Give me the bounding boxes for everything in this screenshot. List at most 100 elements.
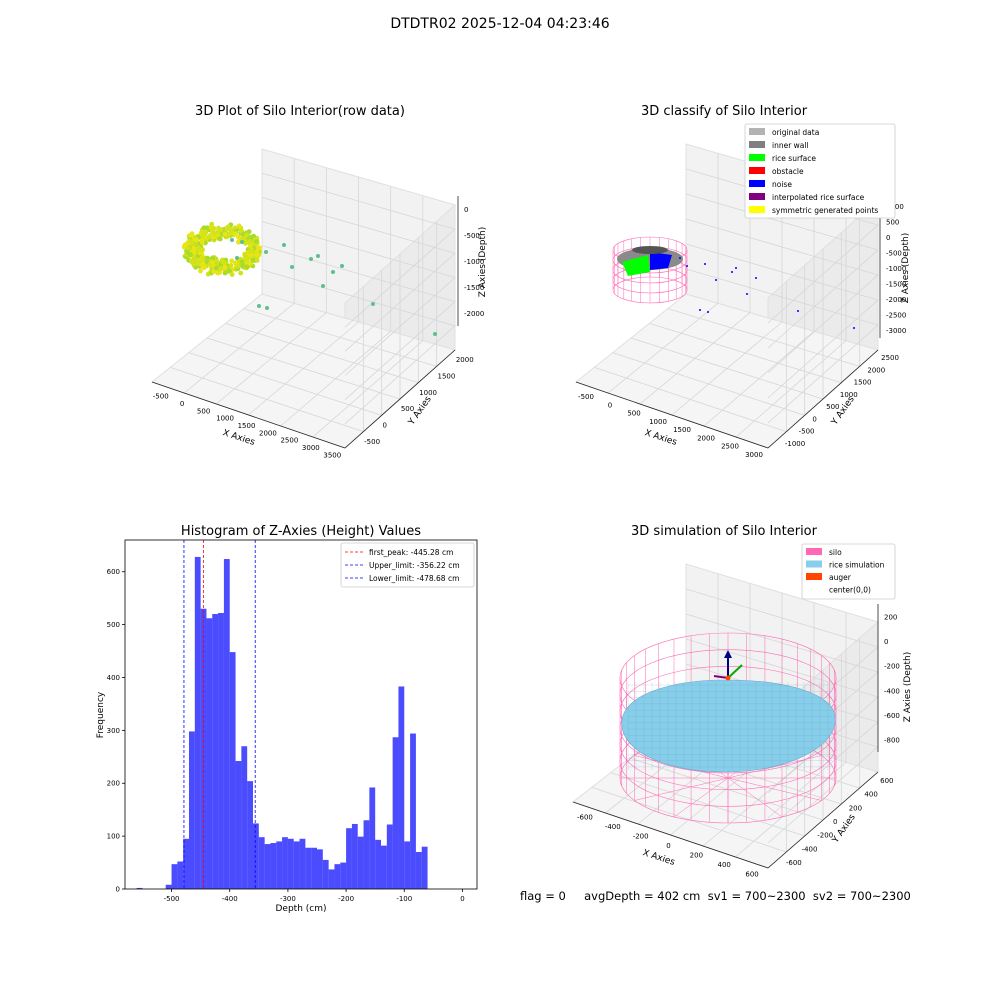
raw-x-tick: 2000 xyxy=(259,429,277,437)
raw-scatter-point xyxy=(371,302,375,306)
histogram-legend-label: Lower_limit: -478.68 cm xyxy=(369,574,459,583)
raw-grid xyxy=(261,196,456,352)
classify-z-tick: -2000 xyxy=(886,296,906,304)
classify-x-tick: 0 xyxy=(608,401,612,409)
classify-legend-swatch xyxy=(749,193,765,200)
raw-surface-point xyxy=(187,252,193,257)
histogram-y-tick-label: 500 xyxy=(107,621,120,629)
raw-z-tick: 0 xyxy=(464,206,468,214)
histogram-bar xyxy=(229,652,236,889)
raw-surface-point xyxy=(204,259,210,265)
simulation-legend-swatch xyxy=(806,548,822,555)
raw-plot-title: 3D Plot of Silo Interior(row data) xyxy=(195,104,405,119)
simulation-auger-center xyxy=(725,675,731,681)
simulation-y-tick: -600 xyxy=(786,859,802,867)
raw-surface-point xyxy=(213,265,219,271)
simulation-z-axis-label: Z Axies (Depth) xyxy=(903,652,913,723)
simulation-y-tick: 200 xyxy=(849,804,862,812)
histogram-bar xyxy=(346,828,352,889)
simulation-x-tick: 400 xyxy=(718,861,731,869)
raw-surface-point xyxy=(250,258,256,263)
histogram-vlines xyxy=(183,540,256,889)
histogram-bar xyxy=(253,823,259,889)
histogram-bar xyxy=(165,884,172,889)
histogram-bar xyxy=(247,781,253,889)
raw-surface-point xyxy=(229,231,235,237)
raw-surface-point xyxy=(209,221,215,227)
simulation-x-tick: -400 xyxy=(605,823,621,831)
classify-noise-point xyxy=(731,271,733,273)
histogram-bar xyxy=(363,820,370,889)
histogram-bar xyxy=(270,843,277,889)
simulation-legend-label: silo xyxy=(829,548,842,557)
raw-surface-point xyxy=(181,244,187,250)
raw-x-tick: 1500 xyxy=(238,422,256,430)
classify-noise-point xyxy=(679,257,681,259)
raw-surface-point xyxy=(201,264,206,270)
raw-surface-point xyxy=(200,257,206,263)
histogram-bar xyxy=(381,845,387,889)
histogram-bar xyxy=(200,608,207,889)
raw-surface-point xyxy=(253,239,259,244)
raw-3d-axes-box xyxy=(150,148,459,450)
raw-surface-point xyxy=(211,226,217,231)
classify-y-tick: 0 xyxy=(812,415,816,423)
classify-y-tick: -500 xyxy=(799,428,815,436)
histogram-y-tick-label: 400 xyxy=(107,674,120,682)
histogram-bar xyxy=(299,838,306,889)
raw-scatter-point xyxy=(265,306,269,310)
raw-x-tick: -500 xyxy=(153,393,169,401)
histogram-x-tick-label: -400 xyxy=(222,895,238,903)
raw-surface-point xyxy=(247,239,252,245)
histogram-y-tick-label: 300 xyxy=(107,727,120,735)
raw-surface-point xyxy=(222,231,228,237)
classify-x-tick: 2500 xyxy=(721,443,739,451)
classify-3d-points xyxy=(612,236,855,329)
histogram-bar xyxy=(351,823,358,889)
raw-surface-point xyxy=(227,268,232,274)
simulation-plot-title: 3D simulation of Silo Interior xyxy=(631,524,817,539)
classify-legend-label: noise xyxy=(772,180,792,189)
simulation-x-axis-label: X Axies xyxy=(641,848,676,868)
raw-surface-point xyxy=(185,246,191,251)
simulation-x-tick: 0 xyxy=(666,842,670,850)
raw-x-axis-line xyxy=(151,381,346,449)
raw-surface-point xyxy=(211,234,217,240)
raw-grid xyxy=(261,172,456,328)
histogram-bar xyxy=(305,847,312,889)
classify-z-tick: 0 xyxy=(886,234,890,242)
histogram-bar xyxy=(136,887,143,889)
classify-rice-surface xyxy=(622,255,650,276)
classify-legend-label: rice surface xyxy=(772,154,816,163)
raw-x-tick: 500 xyxy=(197,407,210,415)
raw-surface-point xyxy=(201,225,207,231)
raw-surface-point xyxy=(211,269,217,274)
histogram-bar xyxy=(357,836,364,889)
simulation-silo-base-spoke xyxy=(634,777,729,801)
classify-noise-point xyxy=(699,309,701,311)
histogram-bar xyxy=(375,839,381,889)
raw-surface-point xyxy=(194,257,200,262)
classify-y-tick: 500 xyxy=(826,403,839,411)
histogram-bar xyxy=(404,841,411,889)
figure-title: DTDTR02 2025-12-04 04:23:46 xyxy=(390,16,610,32)
histogram-bar xyxy=(235,761,242,889)
simulation-3d-plot: -600-400-2000200400600-600-400-200020040… xyxy=(571,543,913,878)
raw-surface-point xyxy=(233,231,238,237)
histogram-legend: first_peak: -445.28 cm Upper_limit: -356.… xyxy=(340,542,475,588)
classify-3d-ticks: -500050010001500200025003000-1000-500050… xyxy=(578,203,906,459)
classify-y-axis-label: Y Axies xyxy=(829,394,857,427)
simulation-z-tick: -200 xyxy=(884,663,900,671)
raw-surface-point xyxy=(201,231,207,237)
histogram-bar xyxy=(317,849,323,889)
classify-z-tick: -3000 xyxy=(886,327,906,335)
classify-grid xyxy=(667,308,860,367)
raw-3d-points xyxy=(181,221,437,336)
raw-x-tick: 2500 xyxy=(280,437,298,445)
raw-surface-point xyxy=(215,229,221,235)
raw-surface-point xyxy=(235,263,241,269)
histogram-bar xyxy=(189,731,195,889)
raw-surface-point xyxy=(200,247,206,253)
raw-x-tick: 1000 xyxy=(216,415,234,423)
histogram-bar xyxy=(282,837,288,889)
